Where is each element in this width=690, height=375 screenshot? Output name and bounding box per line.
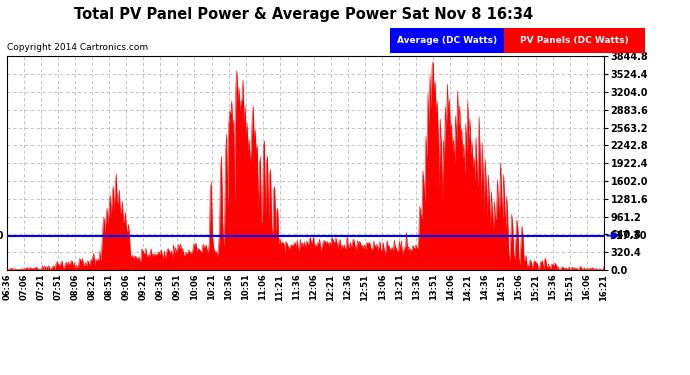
Text: 08:21: 08:21 (88, 274, 97, 300)
Text: 07:21: 07:21 (37, 274, 46, 300)
Text: 10:06: 10:06 (190, 274, 199, 300)
Text: 14:21: 14:21 (463, 274, 472, 301)
Text: 15:21: 15:21 (531, 274, 540, 301)
Text: 10:51: 10:51 (241, 274, 250, 300)
Text: 11:36: 11:36 (293, 274, 302, 300)
Text: 15:36: 15:36 (548, 274, 557, 300)
Text: 10:36: 10:36 (224, 274, 233, 300)
Text: 13:51: 13:51 (428, 274, 437, 300)
Text: 12:06: 12:06 (309, 274, 318, 300)
Text: 09:06: 09:06 (121, 274, 131, 300)
Text: 08:06: 08:06 (70, 274, 79, 300)
Text: 14:06: 14:06 (446, 274, 455, 300)
Text: 09:21: 09:21 (139, 274, 148, 300)
Text: 12:36: 12:36 (344, 274, 353, 300)
Text: 13:36: 13:36 (412, 274, 421, 300)
Text: 07:51: 07:51 (54, 274, 63, 300)
Text: 06:36: 06:36 (2, 274, 12, 300)
Text: 16:06: 16:06 (582, 274, 591, 300)
Text: 11:06: 11:06 (258, 274, 267, 300)
Text: Total PV Panel Power & Average Power Sat Nov 8 16:34: Total PV Panel Power & Average Power Sat… (74, 8, 533, 22)
Text: PV Panels (DC Watts): PV Panels (DC Watts) (520, 36, 629, 45)
Text: 15:06: 15:06 (514, 274, 523, 300)
Text: 10:21: 10:21 (207, 274, 216, 300)
Text: 08:51: 08:51 (105, 274, 114, 300)
Text: 12:21: 12:21 (326, 274, 335, 301)
Text: 16:21: 16:21 (599, 274, 609, 301)
Text: 14:36: 14:36 (480, 274, 489, 300)
Text: 13:06: 13:06 (377, 274, 386, 300)
Text: 09:51: 09:51 (173, 274, 182, 300)
Text: 14:51: 14:51 (497, 274, 506, 301)
Text: 12:51: 12:51 (360, 274, 370, 301)
Text: 07:06: 07:06 (19, 274, 28, 300)
Text: Copyright 2014 Cartronics.com: Copyright 2014 Cartronics.com (7, 44, 148, 52)
Text: 15:51: 15:51 (565, 274, 574, 301)
Text: 11:21: 11:21 (275, 274, 284, 301)
Text: 617.30: 617.30 (0, 231, 3, 241)
Text: Average (DC Watts): Average (DC Watts) (397, 36, 497, 45)
Text: 13:21: 13:21 (395, 274, 404, 300)
Text: 09:36: 09:36 (156, 274, 165, 300)
Text: 617.30: 617.30 (609, 231, 647, 241)
